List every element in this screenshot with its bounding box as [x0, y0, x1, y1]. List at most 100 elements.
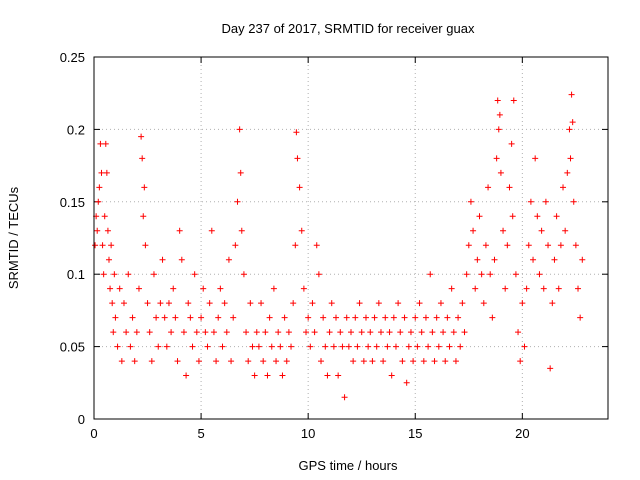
data-point [433, 314, 440, 321]
data-point [123, 329, 130, 336]
data-point [293, 129, 300, 136]
data-point [270, 285, 277, 292]
data-point [240, 271, 247, 278]
x-tick-label: 20 [515, 426, 529, 441]
data-point [264, 372, 271, 379]
data-point [290, 300, 297, 307]
data-point [472, 285, 479, 292]
data-point [230, 314, 237, 321]
data-point [318, 358, 325, 365]
data-point [206, 300, 213, 307]
data-point [399, 358, 406, 365]
data-point [446, 343, 453, 350]
data-point [485, 184, 492, 191]
data-point [527, 198, 534, 205]
data-point [111, 271, 118, 278]
data-point [373, 343, 380, 350]
data-point [375, 300, 382, 307]
data-point [183, 372, 190, 379]
data-point [180, 329, 187, 336]
data-point [536, 271, 543, 278]
data-point [437, 300, 444, 307]
data-point [98, 169, 105, 176]
data-point [495, 126, 502, 133]
data-point [237, 169, 244, 176]
data-point [512, 271, 519, 278]
data-point [542, 198, 549, 205]
data-point [94, 227, 101, 234]
data-point [412, 314, 419, 321]
data-point [101, 213, 108, 220]
data-point [118, 358, 125, 365]
data-point [109, 300, 116, 307]
data-point [300, 285, 307, 292]
data-point [189, 343, 196, 350]
data-point [572, 242, 579, 249]
data-point [390, 314, 397, 321]
data-point [577, 314, 584, 321]
data-point [104, 227, 111, 234]
data-point [253, 329, 260, 336]
data-point [343, 314, 350, 321]
data-point [525, 242, 532, 249]
data-point [298, 227, 305, 234]
data-point [567, 155, 574, 162]
x-tick-label: 0 [90, 426, 97, 441]
data-point [163, 343, 170, 350]
data-point [478, 271, 485, 278]
data-point [131, 358, 138, 365]
data-point [107, 285, 114, 292]
data-point [112, 314, 119, 321]
data-point [504, 242, 511, 249]
data-point [555, 285, 562, 292]
data-point [258, 300, 265, 307]
data-point [557, 242, 564, 249]
data-point [564, 169, 571, 176]
data-point [120, 300, 127, 307]
data-point [407, 329, 414, 336]
data-point [553, 213, 560, 220]
data-point [410, 358, 417, 365]
data-point [515, 329, 522, 336]
data-point [401, 314, 408, 321]
data-point [228, 358, 235, 365]
data-point [110, 329, 117, 336]
data-point [500, 227, 507, 234]
data-point [570, 198, 577, 205]
data-point [303, 329, 310, 336]
data-point [358, 329, 365, 336]
data-point [551, 256, 558, 263]
data-point [133, 329, 140, 336]
data-point [538, 227, 545, 234]
data-point [215, 314, 222, 321]
data-point [273, 358, 280, 365]
data-point [491, 256, 498, 263]
data-point [337, 329, 344, 336]
data-point [313, 242, 320, 249]
data-point [125, 271, 132, 278]
data-point [384, 343, 391, 350]
data-point [519, 300, 526, 307]
data-point [414, 343, 421, 350]
data-point [482, 242, 489, 249]
data-point [157, 300, 164, 307]
data-point [532, 155, 539, 162]
data-point [365, 343, 372, 350]
data-point [238, 227, 245, 234]
data-point [497, 169, 504, 176]
x-tick-label: 10 [301, 426, 315, 441]
data-point [470, 227, 477, 234]
data-point [305, 314, 312, 321]
data-point [467, 198, 474, 205]
data-point [232, 242, 239, 249]
data-point [247, 300, 254, 307]
x-tick-label: 5 [197, 426, 204, 441]
y-tick-label: 0.2 [67, 122, 85, 137]
data-point [144, 300, 151, 307]
data-point [517, 358, 524, 365]
data-point [281, 314, 288, 321]
data-point [418, 329, 425, 336]
data-point [496, 111, 503, 118]
data-point [420, 358, 427, 365]
